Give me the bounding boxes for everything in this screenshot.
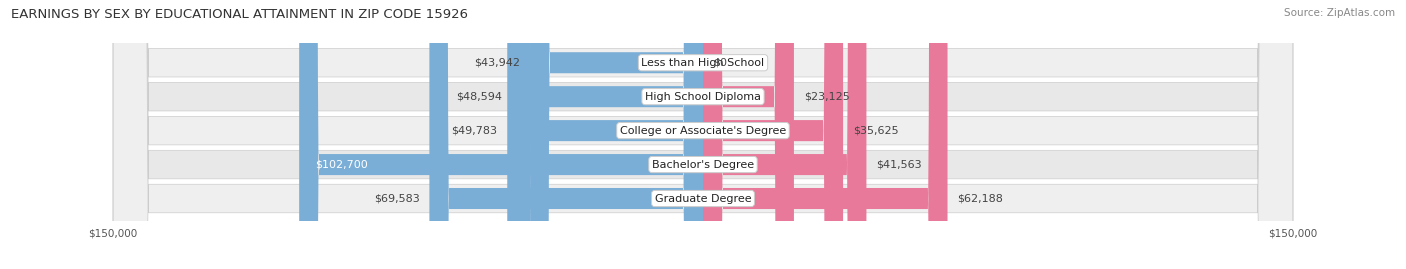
FancyBboxPatch shape	[299, 0, 703, 269]
Text: High School Diploma: High School Diploma	[645, 92, 761, 102]
Text: Less than High School: Less than High School	[641, 58, 765, 68]
Text: $35,625: $35,625	[853, 126, 898, 136]
Text: $0: $0	[713, 58, 727, 68]
FancyBboxPatch shape	[508, 0, 703, 269]
FancyBboxPatch shape	[703, 0, 844, 269]
Text: $48,594: $48,594	[456, 92, 502, 102]
FancyBboxPatch shape	[512, 0, 703, 269]
Text: $69,583: $69,583	[374, 193, 419, 204]
FancyBboxPatch shape	[703, 0, 866, 269]
Text: Bachelor's Degree: Bachelor's Degree	[652, 160, 754, 169]
Text: EARNINGS BY SEX BY EDUCATIONAL ATTAINMENT IN ZIP CODE 15926: EARNINGS BY SEX BY EDUCATIONAL ATTAINMEN…	[11, 8, 468, 21]
Text: $23,125: $23,125	[804, 92, 849, 102]
Text: Source: ZipAtlas.com: Source: ZipAtlas.com	[1284, 8, 1395, 18]
FancyBboxPatch shape	[114, 0, 1292, 269]
FancyBboxPatch shape	[703, 0, 794, 269]
FancyBboxPatch shape	[114, 0, 1292, 269]
FancyBboxPatch shape	[703, 0, 948, 269]
FancyBboxPatch shape	[114, 0, 1292, 269]
Text: $49,783: $49,783	[451, 126, 498, 136]
FancyBboxPatch shape	[114, 0, 1292, 269]
Text: $43,942: $43,942	[474, 58, 520, 68]
FancyBboxPatch shape	[114, 0, 1292, 269]
Text: College or Associate's Degree: College or Associate's Degree	[620, 126, 786, 136]
Text: $102,700: $102,700	[315, 160, 367, 169]
Text: $41,563: $41,563	[876, 160, 922, 169]
FancyBboxPatch shape	[429, 0, 703, 269]
Text: Graduate Degree: Graduate Degree	[655, 193, 751, 204]
Text: $62,188: $62,188	[957, 193, 1004, 204]
FancyBboxPatch shape	[530, 0, 703, 269]
